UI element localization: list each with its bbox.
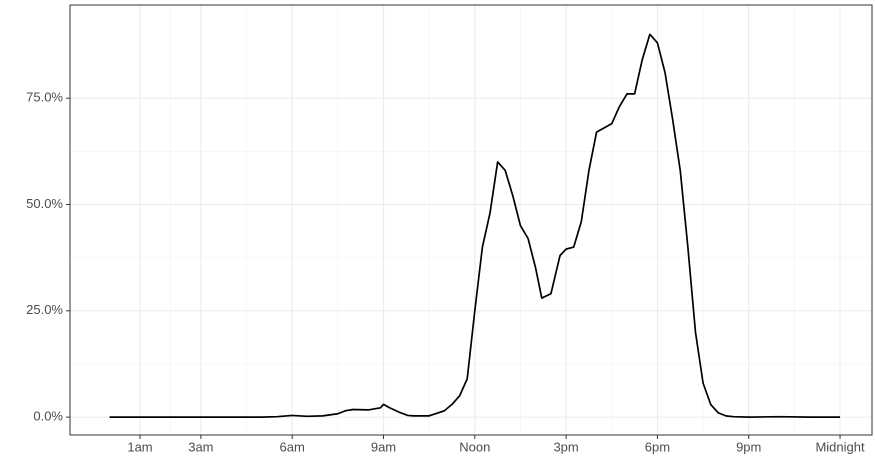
x-tick-label: 1am (127, 439, 152, 454)
grid (70, 5, 872, 435)
y-tick-label: 0.0% (33, 409, 63, 424)
line (109, 33, 841, 418)
y-tick-label: 50.0% (26, 196, 63, 211)
x-tick-label: Midnight (815, 439, 865, 454)
marks (109, 33, 841, 418)
x-tick-label: 6pm (645, 439, 670, 454)
x-tick-label: 3am (188, 439, 213, 454)
x-tick-label: 6am (280, 439, 305, 454)
y-tick-label: 25.0% (26, 302, 63, 317)
panel-border (69, 4, 873, 436)
x-tick-label: Noon (459, 439, 490, 454)
y-tick-label: 75.0% (26, 90, 63, 105)
x-tick-label: 3pm (553, 439, 578, 454)
x-tick-label: 9am (371, 439, 396, 454)
x-tick-label: 9pm (736, 439, 761, 454)
